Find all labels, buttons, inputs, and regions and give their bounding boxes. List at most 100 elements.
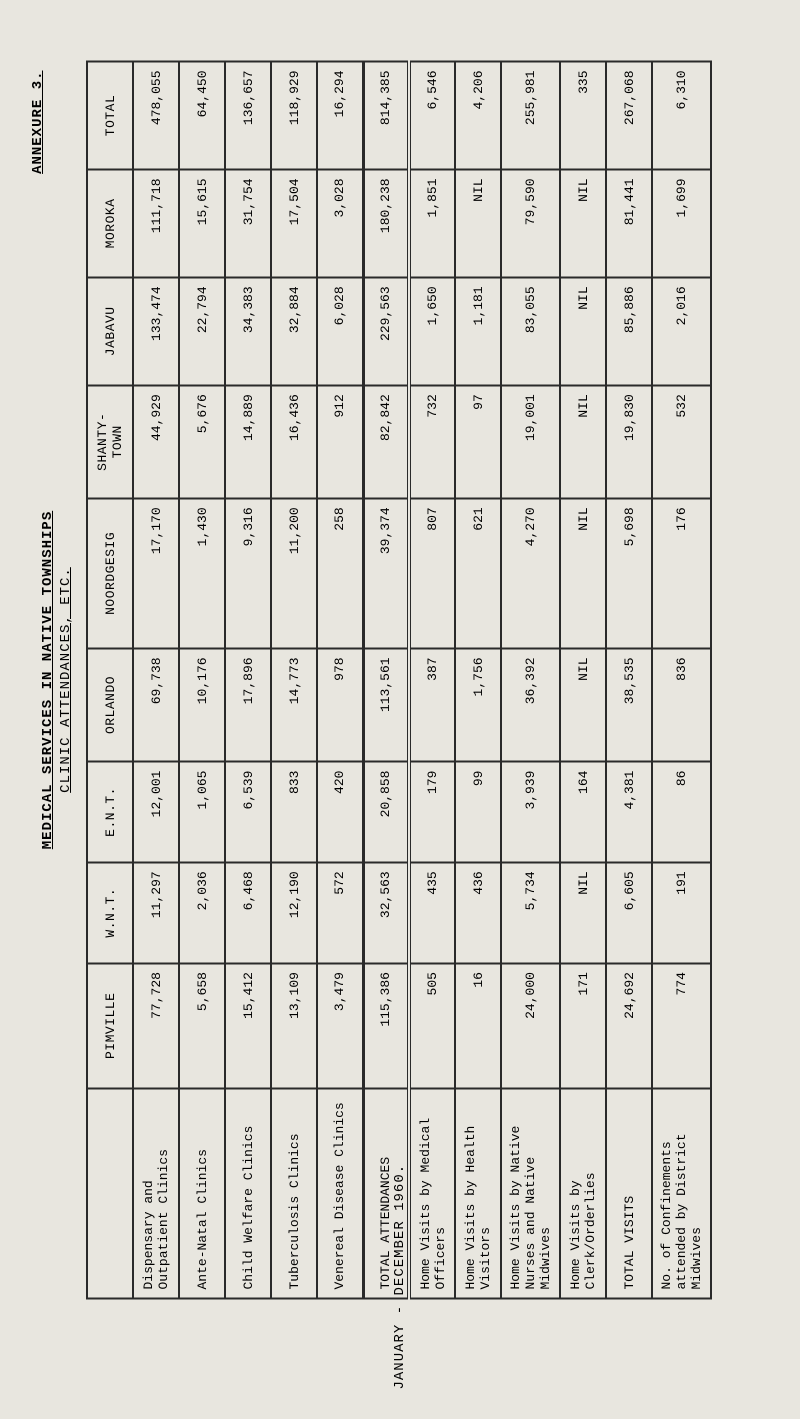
cell-value: NIL	[560, 169, 606, 277]
cell-value: 16,436	[271, 385, 317, 498]
cell-value: 814,385	[363, 61, 409, 169]
cell-value: 621	[455, 498, 501, 648]
col-jabavu: JABAVU	[87, 277, 133, 385]
cell-value: 478,055	[133, 61, 179, 169]
row-label: Home Visits by Native Nurses and Native …	[501, 1088, 560, 1298]
cell-value: 16,294	[317, 61, 363, 169]
cell-value: 115,386	[363, 963, 409, 1088]
cell-value: 2,016	[652, 277, 711, 385]
header-row: PIMVILLE W.N.T. E.N.T. ORLANDO NOORDGESI…	[87, 61, 133, 1298]
col-wnt: W.N.T.	[87, 862, 133, 963]
cell-value: 17,504	[271, 169, 317, 277]
cell-value: 387	[409, 648, 455, 761]
cell-value: 31,754	[225, 169, 271, 277]
cell-value: 3,479	[317, 963, 363, 1088]
cell-value: 3,028	[317, 169, 363, 277]
cell-value: 5,698	[606, 498, 652, 648]
table-row: Home Visits by Clerk/Orderlies171NIL164N…	[560, 61, 606, 1298]
table-row: Tuberculosis Clinics13,10912,19083314,77…	[271, 61, 317, 1298]
cell-value: 38,535	[606, 648, 652, 761]
attendance-table: PIMVILLE W.N.T. E.N.T. ORLANDO NOORDGESI…	[86, 60, 712, 1299]
cell-value: 191	[652, 862, 711, 963]
row-label: TOTAL VISITS	[606, 1088, 652, 1298]
cell-value: 836	[652, 648, 711, 761]
row-label: Home Visits by Clerk/Orderlies	[560, 1088, 606, 1298]
table-row: Home Visits by Health Visitors16436991,7…	[455, 61, 501, 1298]
cell-value: 10,176	[179, 648, 225, 761]
cell-value: 774	[652, 963, 711, 1088]
row-label: Dispensary and Outpatient Clinics	[133, 1088, 179, 1298]
table-row: Venereal Disease Clinics3,47957242097825…	[317, 61, 363, 1298]
table-body: Dispensary and Outpatient Clinics77,7281…	[133, 61, 711, 1298]
cell-value: 5,676	[179, 385, 225, 498]
cell-value: 164	[560, 761, 606, 862]
cell-value: 5,658	[179, 963, 225, 1088]
cell-value: 6,605	[606, 862, 652, 963]
cell-value: 420	[317, 761, 363, 862]
cell-value: 118,929	[271, 61, 317, 169]
cell-value: 435	[409, 862, 455, 963]
cell-value: 1,851	[409, 169, 455, 277]
table-row: Ante-Natal Clinics5,6582,0361,06510,1761…	[179, 61, 225, 1298]
table-row: TOTAL ATTENDANCES115,38632,56320,858113,…	[363, 61, 409, 1298]
page: JANUARY - DECEMBER 1960. ANNEXURE 3. MED…	[0, 0, 800, 1419]
cell-value: 79,590	[501, 169, 560, 277]
cell-value: 81,441	[606, 169, 652, 277]
cell-value: 39,374	[363, 498, 409, 648]
cell-value: 6,468	[225, 862, 271, 963]
table-row: TOTAL VISITS24,6926,6054,38138,5355,6981…	[606, 61, 652, 1298]
cell-value: 335	[560, 61, 606, 169]
cell-value: 11,200	[271, 498, 317, 648]
row-label: Venereal Disease Clinics	[317, 1088, 363, 1298]
cell-value: 24,692	[606, 963, 652, 1088]
cell-value: 11,297	[133, 862, 179, 963]
cell-value: 176	[652, 498, 711, 648]
cell-value: NIL	[455, 169, 501, 277]
row-label: Home Visits by Medical Officers	[409, 1088, 455, 1298]
cell-value: 97	[455, 385, 501, 498]
cell-value: 4,270	[501, 498, 560, 648]
cell-value: 19,830	[606, 385, 652, 498]
cell-value: 6,539	[225, 761, 271, 862]
cell-value: 19,001	[501, 385, 560, 498]
cell-value: 912	[317, 385, 363, 498]
title-block: MEDICAL SERVICES IN NATIVE TOWNSHIPS CLI…	[40, 60, 74, 1299]
cell-value: 2,036	[179, 862, 225, 963]
date-range-label: JANUARY - DECEMBER 1960.	[392, 1163, 408, 1389]
row-label: Child Welfare Clinics	[225, 1088, 271, 1298]
cell-value: 4,206	[455, 61, 501, 169]
cell-value: 32,563	[363, 862, 409, 963]
rotated-container: JANUARY - DECEMBER 1960. ANNEXURE 3. MED…	[0, 0, 800, 1419]
cell-value: 12,001	[133, 761, 179, 862]
cell-value: 99	[455, 761, 501, 862]
row-label: Tuberculosis Clinics	[271, 1088, 317, 1298]
cell-value: 44,929	[133, 385, 179, 498]
cell-value: 229,563	[363, 277, 409, 385]
cell-value: 15,615	[179, 169, 225, 277]
cell-value: 267,068	[606, 61, 652, 169]
annexure-label: ANNEXURE 3.	[30, 70, 46, 173]
cell-value: 22,794	[179, 277, 225, 385]
cell-value: 1,756	[455, 648, 501, 761]
col-ent: E.N.T.	[87, 761, 133, 862]
cell-value: 32,884	[271, 277, 317, 385]
cell-value: 4,381	[606, 761, 652, 862]
cell-value: 12,190	[271, 862, 317, 963]
cell-value: 807	[409, 498, 455, 648]
cell-value: 77,728	[133, 963, 179, 1088]
cell-value: 86	[652, 761, 711, 862]
cell-value: 258	[317, 498, 363, 648]
cell-value: 14,889	[225, 385, 271, 498]
table-row: Dispensary and Outpatient Clinics77,7281…	[133, 61, 179, 1298]
cell-value: 180,238	[363, 169, 409, 277]
cell-value: 1,181	[455, 277, 501, 385]
col-noordgesig: NOORDGESIG	[87, 498, 133, 648]
table-row: No. of Confinements attended by District…	[652, 61, 711, 1298]
row-label: Home Visits by Health Visitors	[455, 1088, 501, 1298]
cell-value: 16	[455, 963, 501, 1088]
col-total: TOTAL	[87, 61, 133, 169]
cell-value: 133,474	[133, 277, 179, 385]
title-main: MEDICAL SERVICES IN NATIVE TOWNSHIPS	[40, 60, 56, 1299]
cell-value: 111,718	[133, 169, 179, 277]
cell-value: 732	[409, 385, 455, 498]
